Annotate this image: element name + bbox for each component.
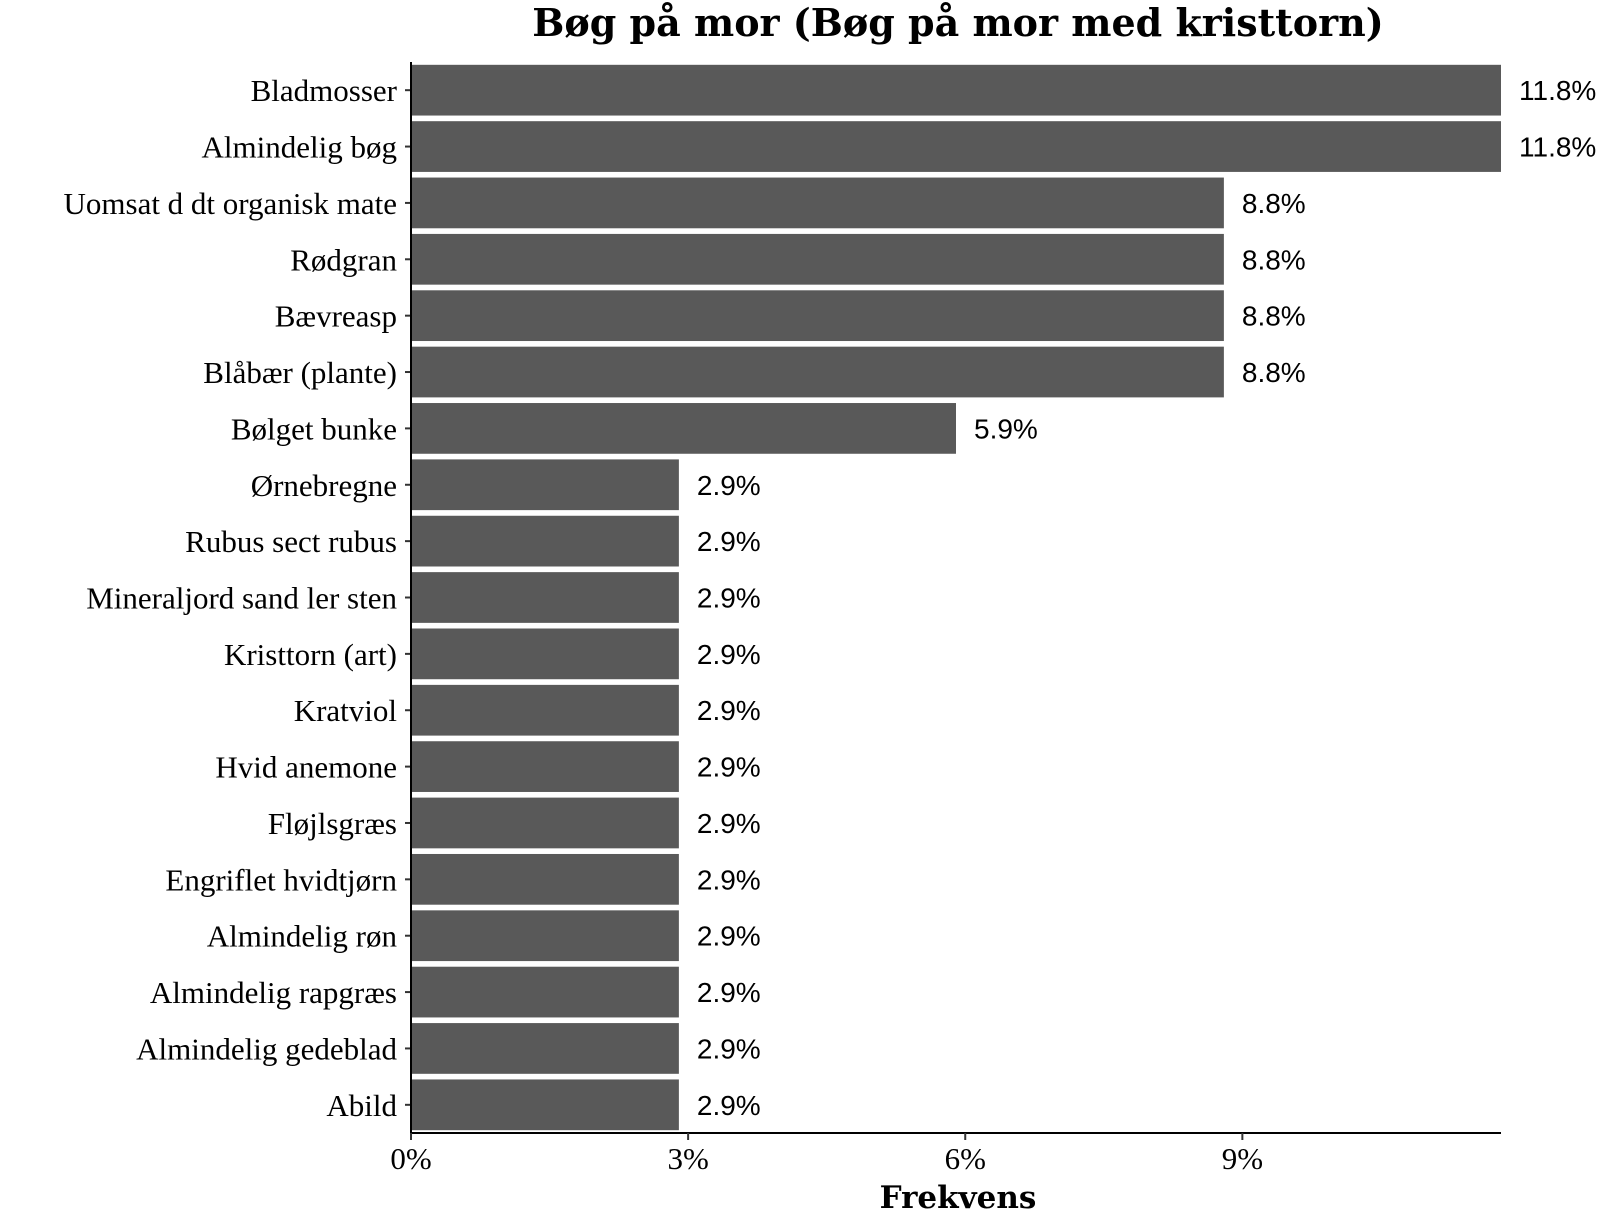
x-tick-label: 0% [390,1141,431,1176]
bar [411,233,1224,285]
category-label: Almindelig gedeblad [136,1031,397,1066]
bar [411,797,679,849]
chart-title: Bøg på mor (Bøg på mor med kristtorn) [532,0,1383,45]
bar [411,459,679,511]
bar-value-label: 11.8% [1519,132,1596,163]
bar [411,121,1501,172]
category-label: Ørnebregne [251,468,397,503]
bar [411,628,679,680]
category-label: Bævreasp [275,299,397,334]
bar-value-label: 8.8% [1242,301,1306,332]
bar-value-label: 2.9% [697,864,761,895]
bar [411,684,679,736]
bar [411,403,956,454]
bar-value-label: 2.9% [697,1033,761,1064]
bars-group [411,64,1501,1131]
category-label: Almindelig røn [207,919,398,954]
value-labels-group: 11.8% 11.8% 8.8% 8.8% 8.8% 8.8% 5.9% 2.9% 2.9% 2.… [697,75,1596,1121]
bar-value-label: 11.8% [1519,75,1596,106]
bar [411,177,1224,229]
bar [411,966,679,1018]
bar-value-label: 8.8% [1242,357,1306,388]
bar-value-label: 2.9% [697,1090,761,1121]
category-label: Blåbær (plante) [203,355,397,390]
x-tick-label: 9% [1222,1141,1263,1176]
bar-value-label: 2.9% [697,921,761,952]
bar [411,853,679,905]
category-label: Rubus sect rubus [185,524,397,559]
bar-value-label: 2.9% [697,470,761,501]
category-label: Almindelig bøg [202,130,397,165]
bar-value-label: 2.9% [697,695,761,726]
bar [411,515,679,567]
bar [411,346,1224,398]
bar-value-label: 8.8% [1242,188,1306,219]
category-label: Mineraljord sand ler sten [86,581,397,616]
category-label: Uomsat d dt organisk mate [64,186,398,221]
bar [411,910,679,962]
bar-value-label: 2.9% [697,977,761,1008]
x-axis: 0% 3% 6% 9% [390,1132,1501,1176]
x-tick-label: 3% [667,1141,708,1176]
bar-value-label: 2.9% [697,808,761,839]
bar [411,572,679,623]
x-axis-title: Frekvens [880,1180,1037,1216]
category-label: Kratviol [294,693,397,728]
category-label: Bølget bunke [231,411,397,446]
bar [411,1079,679,1131]
bar-value-label: 2.9% [697,639,761,670]
bar [411,290,1224,342]
category-label: Bladmosser [251,73,398,108]
bar-value-label: 2.9% [697,526,761,557]
category-label: Rødgran [290,242,397,277]
category-label: Engriflet hvidtjørn [165,862,397,897]
category-label: Almindelig rapgræs [150,975,397,1010]
bar [411,64,1501,116]
y-axis: Bladmosser Almindelig bøg Uomsat d dt orga… [64,62,412,1133]
x-tick-label: 6% [945,1141,986,1176]
bar-value-label: 2.9% [697,583,761,614]
bar [411,741,679,792]
category-label: Kristtorn (art) [224,637,397,672]
category-label: Abild [326,1088,397,1123]
bar-value-label: 8.8% [1242,244,1306,275]
category-label: Fløjlsgræs [268,806,397,841]
category-label: Hvid anemone [215,750,397,785]
bar [411,1023,679,1074]
bar-value-label: 2.9% [697,752,761,783]
bar-value-label: 5.9% [974,413,1038,444]
